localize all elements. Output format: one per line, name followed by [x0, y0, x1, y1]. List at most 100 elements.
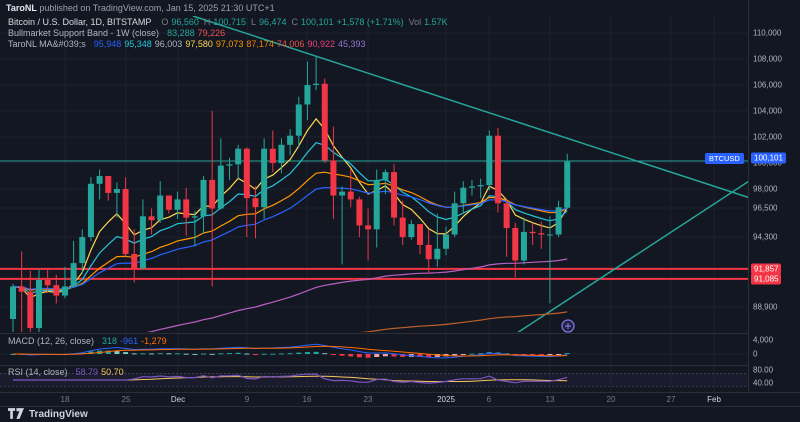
time-axis-label: 13 [545, 395, 555, 404]
symbol-legend-row[interactable]: Bitcoin / U.S. Dollar, 1D, BITSTAMP O 96,5… [8, 17, 448, 28]
high-value: 100,715 [213, 17, 246, 27]
high-label: H [203, 17, 211, 27]
candle [460, 187, 467, 204]
macd-hist-bar [330, 354, 336, 355]
macd-signal-line [13, 345, 568, 357]
macd-axis-label: 0 [753, 349, 758, 359]
macd-hist-bar [157, 353, 163, 355]
time-axis-label: 6 [486, 395, 492, 404]
time-axis-label: 25 [121, 395, 131, 404]
candle [79, 237, 86, 264]
macd-hist-bar [356, 354, 362, 358]
candle [304, 85, 311, 105]
candle [295, 104, 302, 136]
candle [468, 186, 475, 188]
macd-hist-bar [339, 354, 345, 356]
price-axis-label: 88,900 [753, 302, 778, 312]
trendline[interactable] [430, 128, 748, 390]
candle [44, 280, 51, 286]
macd-hist-bar [365, 354, 371, 358]
circled-plus-marker[interactable] [561, 319, 575, 333]
price-axis-label: 94,300 [753, 232, 778, 242]
legend-value: 50.70 [101, 367, 124, 377]
time-axis-label: Dec [170, 395, 186, 404]
time-axis-label: 9 [244, 395, 250, 404]
moving-average-line [360, 311, 568, 332]
close-label: C [291, 17, 299, 27]
rsi-axis-label: 80.00 [753, 365, 774, 375]
symbol-title[interactable]: Bitcoin / U.S. Dollar, 1D, BITSTAMP [8, 17, 152, 27]
candle [503, 203, 510, 228]
macd-hist-bar [244, 353, 250, 355]
ma-values: 95,948 95,348 96,003 97,580 97,073 87,174 74,0… [91, 39, 366, 49]
candle [200, 179, 207, 217]
legend-value: 97,073 [215, 39, 244, 49]
price-axis-badge: 91,085 [751, 273, 782, 285]
band-indicator-title[interactable]: Bullmarket Support Band - 1W (close) [8, 28, 160, 38]
candle [425, 244, 432, 260]
open-label: O [161, 17, 169, 27]
legend-value: 90,922 [307, 39, 335, 49]
change-value: +1,578 (+1.71%) [336, 17, 404, 27]
publish-info: published on TradingView.com, Jan 15, 20… [36, 3, 275, 13]
macd-hist-bar [123, 352, 129, 354]
time-axis[interactable]: 18 25 Dec 9 16 23 2025 6 13 20 27 Feb [0, 392, 800, 407]
macd-hist-bar [183, 353, 189, 355]
legend-value: -1,279 [141, 336, 167, 346]
legend-value: 95,948 [93, 39, 122, 49]
rsi-title[interactable]: RSI (14, close) [8, 367, 68, 377]
candle [252, 198, 259, 208]
macd-hist-bar [79, 352, 85, 354]
candle [529, 231, 536, 234]
candles [10, 56, 571, 332]
grid [0, 16, 748, 392]
price-axis-label: 96,500 [753, 203, 778, 213]
ma-indicator-title[interactable]: TaroNL MA&#039;s [8, 39, 86, 49]
legend-value: 95,348 [124, 39, 152, 49]
macd-hist-bar [201, 353, 207, 355]
legend-value: 97,580 [185, 39, 213, 49]
candle [313, 83, 320, 85]
macd-legend-row[interactable]: MACD (12, 26, close) 318 -961 -1,279 [8, 336, 167, 347]
rsi-values: 58.79 50.70 [73, 367, 124, 377]
moving-average-line [12, 186, 568, 290]
macd-hist-bar [434, 354, 440, 357]
macd-hist-bar [261, 353, 267, 355]
price-axis-label: 108,000 [753, 54, 782, 64]
open-value: 96,560 [171, 17, 199, 27]
macd-hist-bar [478, 353, 484, 355]
macd-axis-label: 4,000 [753, 335, 774, 345]
main-pane [0, 16, 748, 390]
legend-value: 96,003 [154, 39, 183, 49]
rsi-pane [0, 373, 748, 387]
macd-hist-bar [417, 354, 423, 357]
candle [157, 195, 164, 221]
tradingview-brand-text[interactable]: TradingView [29, 409, 88, 420]
candle [269, 148, 276, 163]
ma-indicator-row[interactable]: TaroNL MA&#039;s 95,948 95,348 96,003 97,580… [8, 39, 448, 50]
time-axis-label: 23 [363, 395, 373, 404]
candle [122, 189, 129, 254]
macd-hist-bar [538, 354, 544, 355]
tradingview-logo-icon[interactable] [8, 406, 24, 422]
macd-hist-bar [564, 353, 570, 355]
candle [382, 172, 389, 180]
candle [105, 176, 112, 193]
candle [261, 148, 268, 208]
price-axis[interactable]: 110,000108,000106,000104,000102,000100,0… [748, 0, 800, 392]
legend-value: 318 [102, 336, 118, 346]
macd-hist-bar [400, 354, 406, 357]
volume-value: 1.57K [424, 17, 448, 27]
trendline[interactable] [192, 16, 748, 230]
candle [174, 199, 181, 210]
band-indicator-row[interactable]: Bullmarket Support Band - 1W (close) 83,2… [8, 28, 448, 39]
macd-title[interactable]: MACD (12, 26, close) [8, 336, 95, 346]
price-axis-label: 102,000 [753, 132, 782, 142]
macd-hist-bar [105, 350, 111, 354]
rsi-legend-row[interactable]: RSI (14, close) 58.79 50.70 [8, 367, 124, 378]
moving-average-line [146, 258, 568, 332]
candle [339, 191, 346, 196]
candle [330, 160, 337, 196]
chart-canvas[interactable] [0, 0, 748, 392]
legend-value: 87,174 [246, 39, 274, 49]
